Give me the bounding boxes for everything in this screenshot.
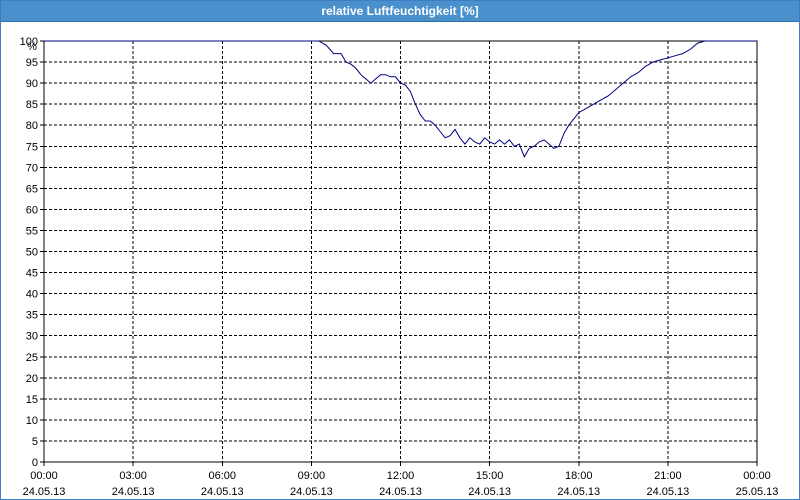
y-tick-label: 60 — [26, 204, 38, 216]
y-tick-label: 15 — [26, 394, 38, 406]
y-tick-label: 95 — [26, 57, 38, 69]
y-tick-label: 20 — [26, 373, 38, 385]
y-axis-unit-label: % — [27, 41, 37, 53]
x-tick-date-label: 24.05.13 — [557, 486, 600, 498]
y-tick-label: 85 — [26, 99, 38, 111]
y-tick-label: 5 — [32, 436, 38, 448]
y-tick-label: 40 — [26, 289, 38, 301]
x-tick-date-label: 24.05.13 — [468, 486, 511, 498]
x-tick-time-label: 12:00 — [387, 470, 415, 482]
x-tick-time-label: 21:00 — [654, 470, 682, 482]
y-tick-label: 75 — [26, 141, 38, 153]
humidity-series-line — [44, 40, 757, 158]
humidity-chart: % 0 5 10 15 20 25 30 35 40 45 50 55 60 65 70 75 80 85 90 95… — [20, 36, 779, 498]
y-tick-label: 30 — [26, 331, 38, 343]
x-tick-date-label: 24.05.13 — [290, 486, 333, 498]
y-tick-label: 35 — [26, 310, 38, 322]
y-tick-label: 80 — [26, 120, 38, 132]
x-tick-time-label: 03:00 — [119, 470, 147, 482]
y-tick-label: 10 — [26, 415, 38, 427]
grid-lines — [44, 41, 757, 462]
x-tick-date-label: 24.05.13 — [379, 486, 422, 498]
y-tick-label: 50 — [26, 247, 38, 259]
x-tick-date-label: 24.05.13 — [646, 486, 689, 498]
x-tick-date-label: 25.05.13 — [736, 486, 779, 498]
y-tick-label: 55 — [26, 225, 38, 237]
x-tick-time-label: 06:00 — [208, 470, 236, 482]
plot-frame — [43, 40, 758, 463]
y-tick-label: 65 — [26, 183, 38, 195]
axis-ticks: 0 5 10 15 20 25 30 35 40 45 50 55 60 65 70 75 80 85 90 95 10… — [20, 36, 779, 498]
x-tick-time-label: 15:00 — [476, 470, 504, 482]
y-tick-label: 100 — [20, 36, 38, 48]
y-tick-label: 0 — [32, 457, 38, 469]
x-tick-date-label: 24.05.13 — [201, 486, 244, 498]
x-tick-date-label: 24.05.13 — [23, 486, 66, 498]
plot-area — [43, 40, 758, 463]
x-tick-time-label: 09:00 — [298, 470, 326, 482]
y-tick-label: 45 — [26, 268, 38, 280]
x-tick-date-label: 24.05.13 — [112, 486, 155, 498]
y-tick-label: 25 — [26, 352, 38, 364]
x-tick-time-label: 18:00 — [565, 470, 593, 482]
y-tick-label: 90 — [26, 78, 38, 90]
y-tick-label: 70 — [26, 162, 38, 174]
x-tick-time-label: 00:00 — [743, 470, 771, 482]
window-title: relative Luftfeuchtigkeit [%] — [1, 1, 799, 22]
x-tick-time-label: 00:00 — [30, 470, 58, 482]
